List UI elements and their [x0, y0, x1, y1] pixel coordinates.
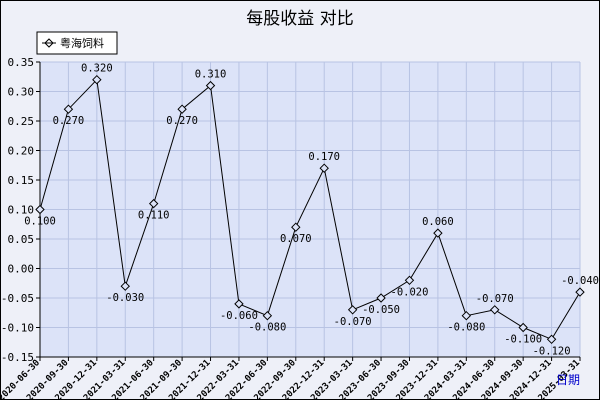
data-point-marker: [234, 299, 244, 309]
data-label-layer: 0.100 0.270 0.320 -0.030 0.110 0.270 0.310 -0.0…: [24, 63, 599, 358]
data-label: 0.110: [138, 210, 170, 222]
y-tick-label: 0.25: [8, 115, 35, 128]
series-line: [39, 78, 581, 340]
data-point-marker: [63, 104, 74, 114]
data-point-marker: [120, 281, 130, 291]
data-label: -0.100: [504, 334, 542, 346]
data-label: -0.060: [220, 310, 258, 322]
data-label: 0.170: [308, 151, 340, 163]
data-point-marker: [35, 204, 45, 215]
data-label: 0.270: [53, 115, 85, 127]
data-label: 0.320: [81, 63, 113, 75]
data-point-marker: [518, 322, 528, 333]
y-tick-label: -0.05: [1, 292, 34, 305]
data-point-marker: [546, 334, 557, 345]
data-point-marker: [92, 74, 102, 85]
y-tick-label: 0.30: [8, 86, 35, 99]
data-point-marker: [177, 104, 187, 114]
data-label: -0.030: [106, 292, 144, 304]
legend-marker-icon: [44, 38, 54, 48]
data-point-marker: [262, 310, 273, 321]
date-link[interactable]: 日期: [556, 373, 580, 387]
chart-title: 每股收益 对比: [246, 9, 354, 29]
data-point-marker: [205, 80, 216, 91]
data-label: -0.070: [476, 293, 514, 305]
data-label: 0.310: [195, 69, 227, 81]
y-tick-label: 0.35: [8, 56, 35, 69]
y-tick-label: 0.15: [8, 174, 35, 187]
data-label: -0.020: [391, 286, 429, 298]
data-label: -0.120: [533, 345, 571, 357]
data-point-marker: [490, 305, 500, 315]
data-label: 0.060: [422, 216, 454, 228]
data-point-marker: [575, 287, 585, 297]
y-tick-label: 0.20: [8, 145, 35, 158]
data-label: -0.050: [362, 304, 400, 316]
data-label: -0.080: [447, 322, 485, 334]
data-point-marker: [148, 198, 159, 209]
data-point-marker: [347, 305, 358, 315]
data-point-marker: [291, 222, 301, 232]
data-label: 0.070: [280, 233, 312, 245]
data-point-marker: [433, 228, 443, 238]
legend-box: [36, 31, 118, 55]
data-point-marker: [404, 275, 415, 286]
data-label: -0.070: [334, 316, 372, 328]
legend-series-label: 粤海饲料: [60, 36, 104, 50]
series-layer: [35, 74, 585, 345]
y-tick-label: -0.10: [1, 322, 34, 335]
data-label: -0.040: [561, 275, 599, 287]
data-label: 0.270: [166, 115, 198, 127]
legend: 粤海饲料: [36, 31, 118, 55]
data-point-marker: [376, 293, 386, 303]
data-label: -0.080: [248, 322, 286, 334]
y-tick-label: 0.10: [8, 204, 35, 217]
data-point-marker: [461, 310, 472, 321]
y-tick-label: 0.00: [8, 263, 35, 276]
y-tick-label: -0.15: [1, 351, 34, 364]
grid-layer: [39, 61, 581, 358]
data-point-marker: [319, 163, 329, 173]
y-tick-label: 0.05: [8, 233, 35, 246]
data-label: 0.100: [24, 216, 56, 228]
